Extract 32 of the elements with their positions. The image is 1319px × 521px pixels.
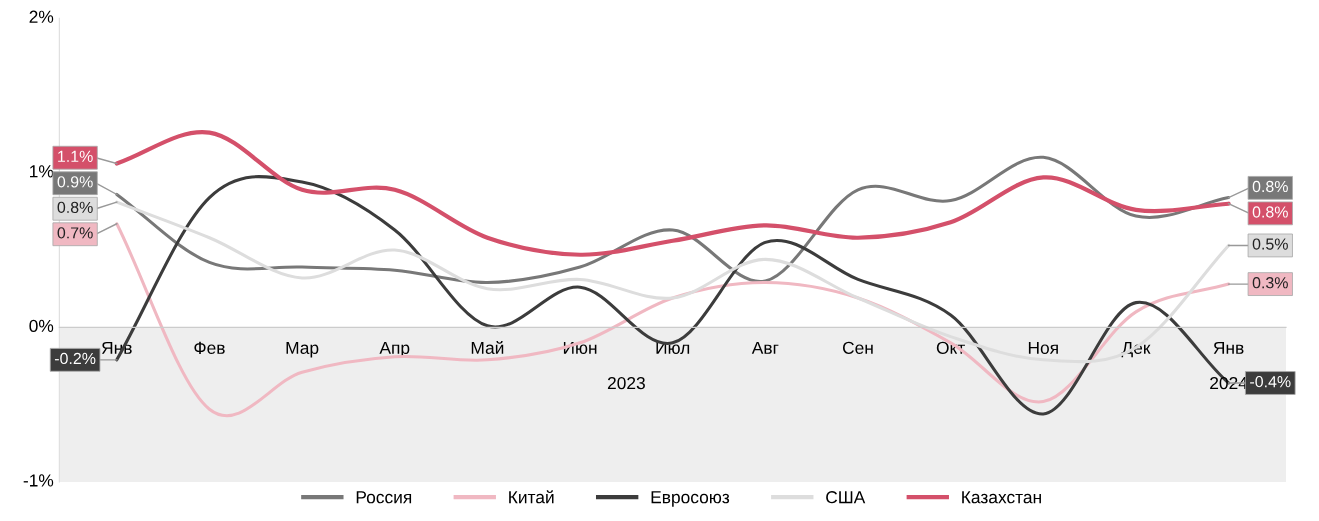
data-label: 0.9% — [57, 176, 93, 188]
legend-label: Казахстан — [962, 491, 1041, 504]
y-tick-label: 1% — [30, 165, 54, 178]
x-tick-label: Авг — [751, 341, 779, 354]
data-label: 0.8% — [57, 201, 93, 214]
legend-label: США — [826, 491, 866, 504]
annotation: 2023 — [607, 376, 645, 390]
line-series — [114, 130, 1231, 257]
legend-label: Китай — [509, 490, 554, 504]
data-label: 0.3% — [1252, 277, 1288, 289]
x-tick-label: Сен — [842, 341, 873, 354]
x-tick-label: Июл — [656, 341, 690, 354]
x-tick-label: Фев — [194, 341, 225, 354]
y-tick-label: 2% — [29, 10, 54, 23]
y-tick-label: 0% — [29, 319, 54, 333]
data-label: 0.8% — [1252, 206, 1288, 218]
x-tick-label: Янв — [1213, 341, 1244, 354]
data-label: 0.5% — [1252, 238, 1288, 250]
y-tick-label: -1% — [23, 474, 54, 487]
data-label: -0.4% — [1250, 375, 1291, 388]
x-tick-label: Мар — [286, 341, 319, 358]
line-series — [115, 155, 1231, 285]
annotation: 2024 — [1210, 376, 1248, 390]
data-label: 0.8% — [1252, 180, 1288, 193]
x-tick-label: Ноя — [1028, 341, 1058, 354]
data-label: 0.7% — [57, 227, 93, 239]
data-label: 1.1% — [58, 150, 93, 162]
legend-label: Россия — [356, 491, 412, 504]
data-label: -0.2% — [54, 352, 96, 365]
x-tick-label: Май — [471, 340, 504, 354]
legend-label: Евросоюз — [651, 491, 730, 507]
x-tick-label: Апр — [379, 341, 410, 358]
